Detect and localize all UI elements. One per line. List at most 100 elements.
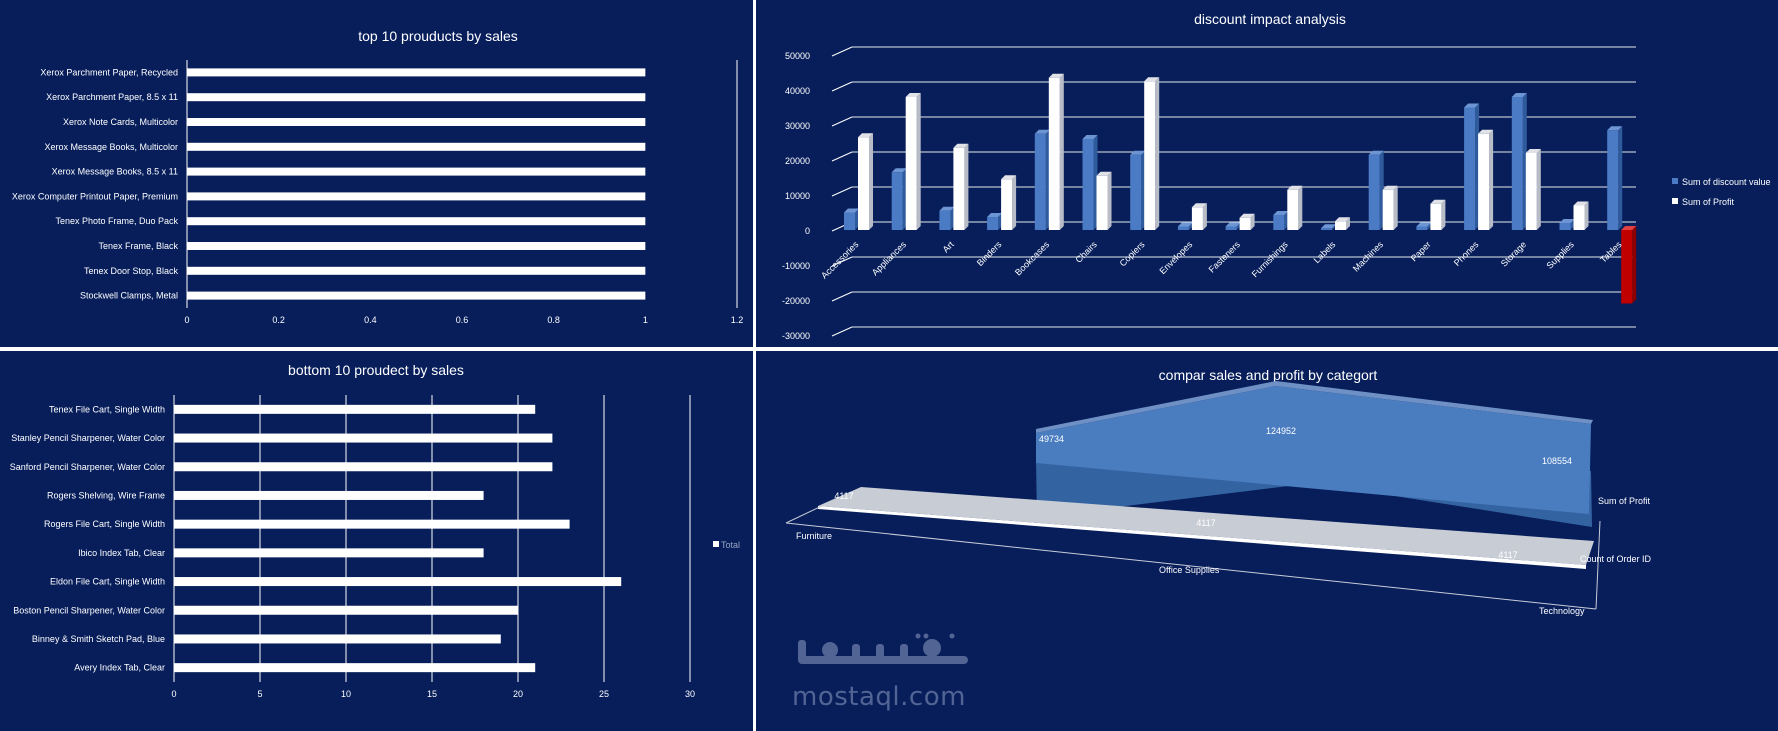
- bottom10-bars: [174, 404, 622, 673]
- discount-title: discount impact analysis: [1194, 11, 1346, 27]
- profit-bar-top: [1382, 185, 1398, 190]
- top10-category-label: Stockwell Clamps, Metal: [80, 291, 178, 301]
- profit-bar-top: [1525, 149, 1541, 153]
- discount-bar: [1416, 226, 1428, 230]
- profit-bar-top: [1096, 171, 1112, 176]
- discount-y-tick: -20000: [782, 296, 810, 306]
- discount-category-label: Machines: [1351, 239, 1386, 274]
- bottom10-category-label: Rogers Shelving, Wire Frame: [47, 490, 165, 500]
- profit-bar-side: [1346, 217, 1350, 230]
- bottom10-title: bottom 10 proudect by sales: [288, 362, 464, 378]
- discount-category-label: Envelopes: [1158, 239, 1195, 276]
- profit-bar-side: [1012, 175, 1017, 230]
- discount-bar: [1225, 226, 1237, 230]
- discount-bar-top: [1416, 222, 1432, 227]
- discount-category-label: Labels: [1312, 239, 1338, 265]
- legend-swatch-discount: [1672, 178, 1678, 184]
- discount-category-label: Accessories: [819, 239, 861, 281]
- profit-bar-top: [953, 143, 969, 148]
- profit-bar: [905, 97, 917, 230]
- discount-bar: [1321, 228, 1332, 230]
- discount-bar-side: [1618, 126, 1623, 230]
- category-label-furniture: Furniture: [796, 531, 832, 541]
- discount-category-label: Bookcases: [1013, 239, 1052, 278]
- top10-x-ticks: 0 0.2 0.4 0.6 0.8 1 1.2: [184, 315, 743, 325]
- discount-category-label: Storage: [1499, 239, 1528, 268]
- profit-bar-top: [1573, 201, 1589, 206]
- bottom10-bar: [174, 605, 518, 615]
- profit-bar-side: [1250, 213, 1255, 230]
- profit-bar-side: [1155, 77, 1160, 230]
- discount-bar: [1177, 226, 1189, 230]
- profit-bar: [1525, 153, 1537, 230]
- discount-y-tick: 0: [805, 226, 810, 236]
- discount-category-label: Tables: [1598, 239, 1624, 265]
- discount-bars: [844, 73, 1637, 304]
- top10-category-label: Tenex Frame, Black: [98, 241, 178, 251]
- profit-bar-side: [1441, 199, 1446, 230]
- top10-category-label: Xerox Parchment Paper, 8.5 x 11: [46, 92, 178, 102]
- bottom10-category-label: Boston Pencil Sharpener, Water Color: [13, 605, 165, 615]
- profit-bar: [1335, 221, 1346, 230]
- bottom10-legend: Total: [713, 540, 740, 550]
- discount-y-tick: -10000: [782, 261, 810, 271]
- discount-bar-side: [1379, 150, 1384, 230]
- profit-bar: [1048, 77, 1060, 230]
- top10-bar: [187, 142, 646, 151]
- profit-bar-negative-side: [1632, 226, 1637, 304]
- discount-category-label: Copiers: [1118, 239, 1147, 268]
- discount-category-label: Furnishings: [1250, 239, 1290, 279]
- compare-chart: compar sales and profit by categort 4973…: [785, 367, 1652, 616]
- discount-gridline-depth: [831, 326, 853, 337]
- top10-x-tick: 1: [643, 315, 648, 325]
- discount-y-tick: 10000: [785, 191, 810, 201]
- discount-gridline-depth: [831, 256, 853, 267]
- profit-bar-top: [1001, 175, 1017, 180]
- bottom10-category-label: Tenex File Cart, Single Width: [49, 404, 165, 414]
- top10-bars: [187, 68, 646, 300]
- discount-bar-top: [1321, 224, 1336, 229]
- profit-bar-top: [858, 133, 873, 138]
- discount-y-ticks: 50000 40000 30000 20000 10000 0 -10000 -20000 -3…: [782, 51, 810, 341]
- profit-bar-side: [1298, 185, 1303, 230]
- top10-bar: [187, 192, 646, 201]
- discount-bar: [1130, 154, 1142, 230]
- profit-label-furniture: 49734: [1039, 434, 1064, 444]
- profit-bar: [1287, 189, 1299, 230]
- count-label-office: 4117: [1196, 518, 1215, 528]
- discount-y-tick: 30000: [785, 121, 810, 131]
- top10-category-label: Xerox Computer Printout Paper, Premium: [12, 191, 178, 201]
- bottom10-bar: [174, 634, 501, 644]
- profit-bar: [1573, 205, 1585, 230]
- top10-bar: [187, 167, 646, 176]
- top10-x-tick: 0.6: [456, 315, 469, 325]
- top10-bar: [187, 266, 646, 275]
- watermark-text: mostaql.com: [792, 682, 966, 712]
- bottom10-gridlines: [173, 395, 691, 682]
- profit-bar-top: [1478, 129, 1494, 134]
- discount-bar: [987, 217, 999, 230]
- profit-bar-top: [1048, 73, 1064, 78]
- bottom10-bar: [174, 519, 570, 529]
- discount-y-tick: 20000: [785, 156, 810, 166]
- legend-swatch-total: [713, 541, 719, 547]
- discount-y-tick: -30000: [782, 331, 810, 341]
- bottom10-x-tick: 25: [599, 689, 609, 699]
- discount-category-labels: Accessories Appliances Art Binders Bookcases…: [819, 239, 1624, 281]
- depth-axis: [785, 503, 827, 524]
- discount-category-label: Appliances: [870, 239, 909, 278]
- profit-bar-top: [1191, 203, 1207, 208]
- top10-x-tick: 1.2: [731, 315, 744, 325]
- profit-bar-top: [905, 93, 921, 97]
- bottom10-x-tick: 20: [513, 689, 523, 699]
- count-label-technology: 4117: [1498, 550, 1517, 560]
- profit-bar: [953, 147, 965, 230]
- series-axis: [1595, 520, 1601, 610]
- profit-bar-side: [1107, 171, 1112, 230]
- discount-gridline-depth: [831, 186, 853, 197]
- bottom10-bar: [174, 433, 553, 443]
- profit-bar: [1001, 179, 1013, 230]
- profit-bar-side: [869, 133, 873, 230]
- bottom10-category-label: Eldon File Cart, Single Width: [50, 577, 165, 587]
